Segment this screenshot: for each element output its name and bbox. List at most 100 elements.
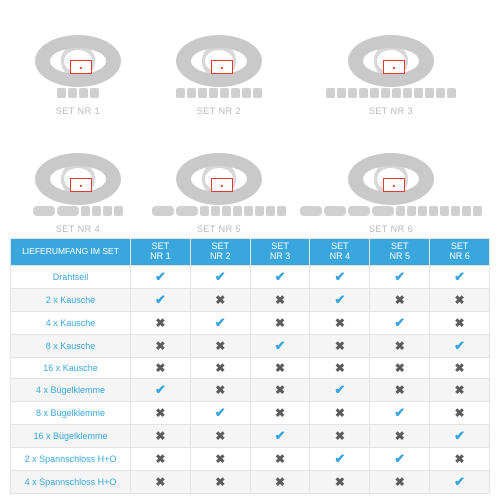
cell-value: ✖ (190, 425, 250, 448)
cross-icon: ✖ (215, 429, 225, 443)
check-icon: ✔ (275, 269, 286, 284)
cell-value: ✔ (310, 266, 370, 289)
product-cell: ■SET NR 3 (300, 6, 482, 116)
cell-value: ✔ (430, 335, 490, 358)
cell-value: ✖ (430, 379, 490, 402)
column-header: SETNR 1 (131, 239, 191, 266)
cell-value: ✖ (310, 425, 370, 448)
cell-value: ✔ (250, 335, 310, 358)
cross-icon: ✖ (455, 361, 465, 375)
column-header: SETNR 3 (250, 239, 310, 266)
cross-icon: ✖ (275, 383, 285, 397)
table-row: 16 x Bügelklemme✖✖✔✖✖✔ (11, 425, 490, 448)
cell-value: ✔ (370, 266, 430, 289)
cross-icon: ✖ (155, 429, 165, 443)
cross-icon: ✖ (215, 475, 225, 489)
cross-icon: ✖ (155, 452, 165, 466)
table-row: 16 x Kausche✖✖✖✖✖✖ (11, 358, 490, 379)
table-row: Drahtseil✔✔✔✔✔✔ (11, 266, 490, 289)
row-label: 2 x Spannschloss H+O (11, 448, 131, 471)
cell-value: ✔ (131, 289, 191, 312)
cell-value: ✖ (430, 289, 490, 312)
header-scope-label: LIEFERUMFANG IM SET (11, 239, 131, 266)
row-label: 8 x Kausche (11, 335, 131, 358)
cross-icon: ✖ (455, 452, 465, 466)
check-icon: ✔ (155, 292, 166, 307)
cell-value: ✖ (250, 448, 310, 471)
wire-coil-icon: ■ (24, 32, 132, 90)
cell-value: ✖ (131, 312, 191, 335)
cell-value: ✔ (430, 266, 490, 289)
cell-value: ✖ (190, 335, 250, 358)
table-row: 4 x Spannschloss H+O✖✖✖✖✖✔ (11, 471, 490, 494)
row-label: 4 x Bügelklemme (11, 379, 131, 402)
cell-value: ✔ (310, 448, 370, 471)
cell-value: ✔ (131, 379, 191, 402)
cross-icon: ✖ (155, 406, 165, 420)
cell-value: ✖ (370, 358, 430, 379)
cell-value: ✖ (310, 402, 370, 425)
cross-icon: ✖ (215, 383, 225, 397)
table-row: 4 x Kausche✖✔✖✖✔✖ (11, 312, 490, 335)
cell-value: ✔ (370, 448, 430, 471)
cross-icon: ✖ (335, 429, 345, 443)
cross-icon: ✖ (395, 339, 405, 353)
cross-icon: ✖ (275, 475, 285, 489)
cross-icon: ✖ (155, 316, 165, 330)
cross-icon: ✖ (215, 361, 225, 375)
hardware-bits (176, 88, 262, 102)
cross-icon: ✖ (395, 293, 405, 307)
cell-value: ✖ (370, 471, 430, 494)
product-cell: ■SET NR 5 (152, 124, 286, 234)
cell-value: ✔ (430, 471, 490, 494)
cell-value: ✖ (430, 402, 490, 425)
cross-icon: ✖ (275, 406, 285, 420)
cell-value: ✖ (370, 379, 430, 402)
product-cell: ■SET NR 6 (300, 124, 482, 234)
check-icon: ✔ (394, 269, 405, 284)
cross-icon: ✖ (275, 361, 285, 375)
cross-icon: ✖ (215, 452, 225, 466)
cell-value: ✔ (190, 312, 250, 335)
column-header: SETNR 5 (370, 239, 430, 266)
check-icon: ✔ (334, 451, 345, 466)
check-icon: ✔ (334, 269, 345, 284)
cross-icon: ✖ (155, 339, 165, 353)
hardware-bits (57, 88, 99, 102)
cell-value: ✔ (370, 402, 430, 425)
check-icon: ✔ (454, 338, 465, 353)
check-icon: ✔ (394, 315, 405, 330)
cross-icon: ✖ (395, 361, 405, 375)
row-label: 16 x Kausche (11, 358, 131, 379)
row-label: 4 x Kausche (11, 312, 131, 335)
cell-value: ✔ (310, 379, 370, 402)
check-icon: ✔ (394, 451, 405, 466)
cell-value: ✔ (430, 425, 490, 448)
table-row: 8 x Kausche✖✖✔✖✖✔ (11, 335, 490, 358)
cross-icon: ✖ (335, 475, 345, 489)
cell-value: ✖ (190, 448, 250, 471)
table-row: 8 x Bügelklemme✖✔✖✖✔✖ (11, 402, 490, 425)
product-cell: ■SET NR 2 (152, 6, 286, 116)
column-header: SETNR 4 (310, 239, 370, 266)
cross-icon: ✖ (455, 383, 465, 397)
cell-value: ✖ (190, 289, 250, 312)
cell-value: ✖ (250, 358, 310, 379)
cross-icon: ✖ (455, 406, 465, 420)
cell-value: ✔ (190, 402, 250, 425)
cell-value: ✖ (250, 402, 310, 425)
cross-icon: ✖ (335, 361, 345, 375)
cell-value: ✖ (131, 425, 191, 448)
hardware-bits (300, 206, 482, 220)
cross-icon: ✖ (275, 452, 285, 466)
product-grid: ■SET NR 1■SET NR 2■SET NR 3■SET NR 4■SET… (0, 0, 500, 238)
comparison-table: LIEFERUMFANG IM SETSETNR 1SETNR 2SETNR 3… (10, 238, 490, 494)
check-icon: ✔ (215, 405, 226, 420)
check-icon: ✔ (215, 315, 226, 330)
product-caption: SET NR 2 (197, 106, 241, 116)
column-header: SETNR 2 (190, 239, 250, 266)
check-icon: ✔ (155, 269, 166, 284)
cell-value: ✖ (310, 471, 370, 494)
wire-coil-icon: ■ (24, 150, 132, 208)
product-caption: SET NR 3 (369, 106, 413, 116)
